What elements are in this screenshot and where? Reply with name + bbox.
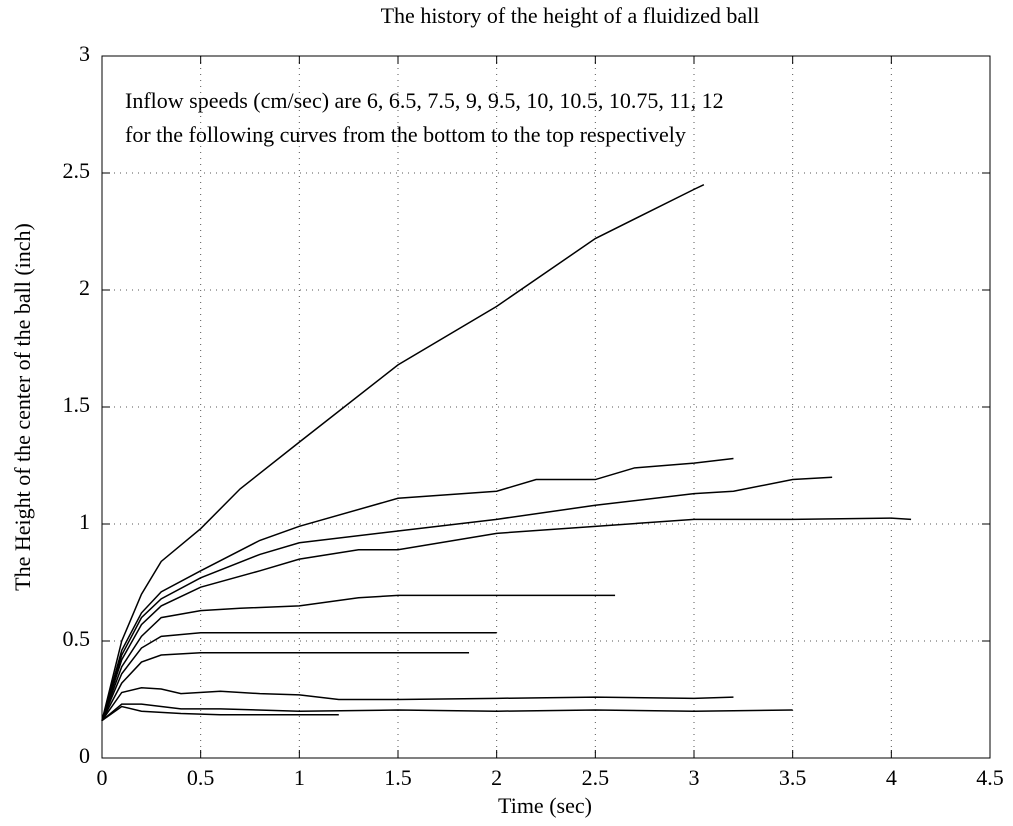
line-series <box>101 703 793 722</box>
x-axis-label: Time (sec) <box>498 793 592 818</box>
x-tick-label: 4 <box>886 765 897 790</box>
line-series <box>101 632 497 721</box>
x-tick-label: 0.5 <box>187 765 215 790</box>
x-tick-label: 2.5 <box>582 765 610 790</box>
y-tick-label: 0 <box>79 743 90 768</box>
y-axis-label: The Height of the center of the ball (in… <box>10 223 35 591</box>
line-series <box>101 651 470 721</box>
line-series <box>101 705 339 722</box>
line-series <box>101 687 734 721</box>
y-tick-label: 1.5 <box>63 392 91 417</box>
line-series <box>101 594 616 721</box>
line-series <box>101 517 912 721</box>
y-tick-label: 1 <box>79 509 90 534</box>
plot-frame <box>101 55 991 759</box>
x-tick-label: 1 <box>294 765 305 790</box>
x-tick-label: 4.5 <box>976 765 1004 790</box>
x-tick-label: 3.5 <box>779 765 807 790</box>
chart-title: The history of the height of a fluidized… <box>381 3 760 28</box>
x-tick-label: 2 <box>491 765 502 790</box>
y-tick-label: 2 <box>79 275 90 300</box>
line-series <box>101 476 833 721</box>
x-tick-label: 1.5 <box>384 765 412 790</box>
annotation: Inflow speeds (cm/sec) are 6, 6.5, 7.5, … <box>125 88 724 113</box>
annotation: for the following curves from the bottom… <box>125 122 686 147</box>
line-series <box>101 457 734 721</box>
y-tick-label: 2.5 <box>63 158 91 183</box>
x-tick-label: 0 <box>97 765 108 790</box>
y-tick-label: 3 <box>79 41 90 66</box>
x-tick-label: 3 <box>689 765 700 790</box>
line-series <box>101 184 705 721</box>
y-tick-label: 0.5 <box>63 626 91 651</box>
